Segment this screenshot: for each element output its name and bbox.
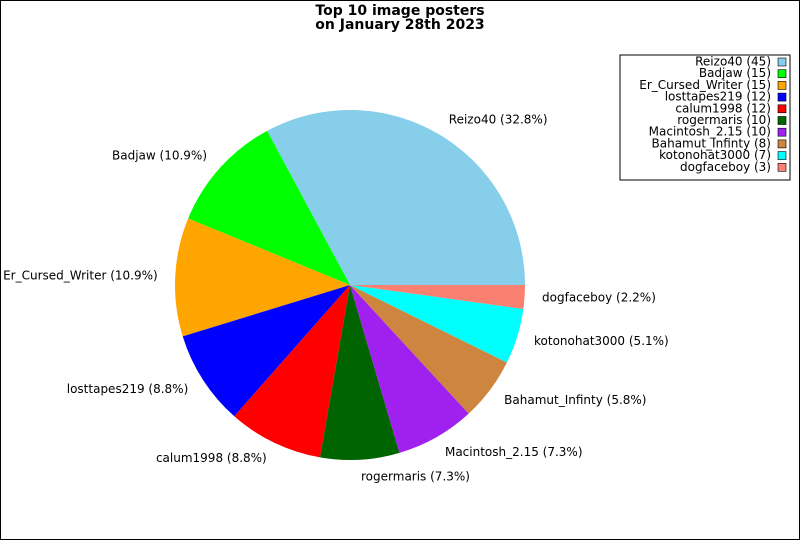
pie-wedge <box>182 285 350 417</box>
pie-wedge <box>267 110 525 285</box>
wedge-label: calum1998 (8.8%) <box>156 451 267 465</box>
legend-swatch <box>777 104 787 114</box>
legend-label: Er_Cursed_Writer (15) <box>639 78 771 92</box>
legend-label: Macintosh_2.15 (10) <box>649 125 771 139</box>
wedge-label: rogermaris (7.3%) <box>361 470 470 484</box>
wedge-label: kotonohat3000 (5.1%) <box>534 334 669 348</box>
wedge-label: Reizo40 (32.8%) <box>449 112 548 126</box>
pie-wedge <box>350 285 507 414</box>
legend-swatch <box>777 57 787 67</box>
wedge-label: losttapes219 (8.8%) <box>67 382 189 396</box>
wedge-label: Macintosh_2.15 (7.3%) <box>445 445 583 459</box>
wedge-label: dogfaceboy (2.2%) <box>542 291 656 305</box>
legend-label: Badjaw (15) <box>699 66 771 80</box>
legend-label: rogermaris (10) <box>677 113 771 127</box>
legend-swatch <box>777 92 787 102</box>
legend-swatch <box>777 139 787 149</box>
pie-wedge <box>234 285 350 458</box>
legend-swatch <box>777 81 787 90</box>
legend-label: calum1998 (12) <box>675 101 771 115</box>
pie-wedge <box>174 218 350 337</box>
pie-wedge <box>188 130 350 285</box>
legend-swatch <box>777 127 787 137</box>
legend-swatch <box>777 163 787 172</box>
legend-label: Reizo40 (45) <box>695 55 771 69</box>
wedge-label: Er_Cursed_Writer (10.9%) <box>3 269 158 283</box>
wedge-label: Badjaw (10.9%) <box>112 149 207 163</box>
legend-swatch <box>777 151 787 160</box>
legend-label: dogfaceboy (3) <box>680 160 771 174</box>
legend-swatch <box>777 69 787 78</box>
chart-title: Top 10 image posters <box>315 3 484 19</box>
legend-label: kotonohat3000 (7) <box>659 148 771 162</box>
chart-title: on January 28th 2023 <box>315 17 484 33</box>
pie-wedge <box>350 285 469 453</box>
legend-label: losttapes219 (12) <box>665 90 771 104</box>
legend-box <box>619 54 791 181</box>
legend-swatch <box>777 116 787 125</box>
pie-wedge <box>350 285 525 310</box>
pie-wedge <box>320 285 400 460</box>
legend-label: Bahamut_Infinty (8) <box>652 136 771 150</box>
pie-wedge <box>350 285 524 363</box>
wedge-label: Bahamut_Infinty (5.8%) <box>504 393 646 407</box>
